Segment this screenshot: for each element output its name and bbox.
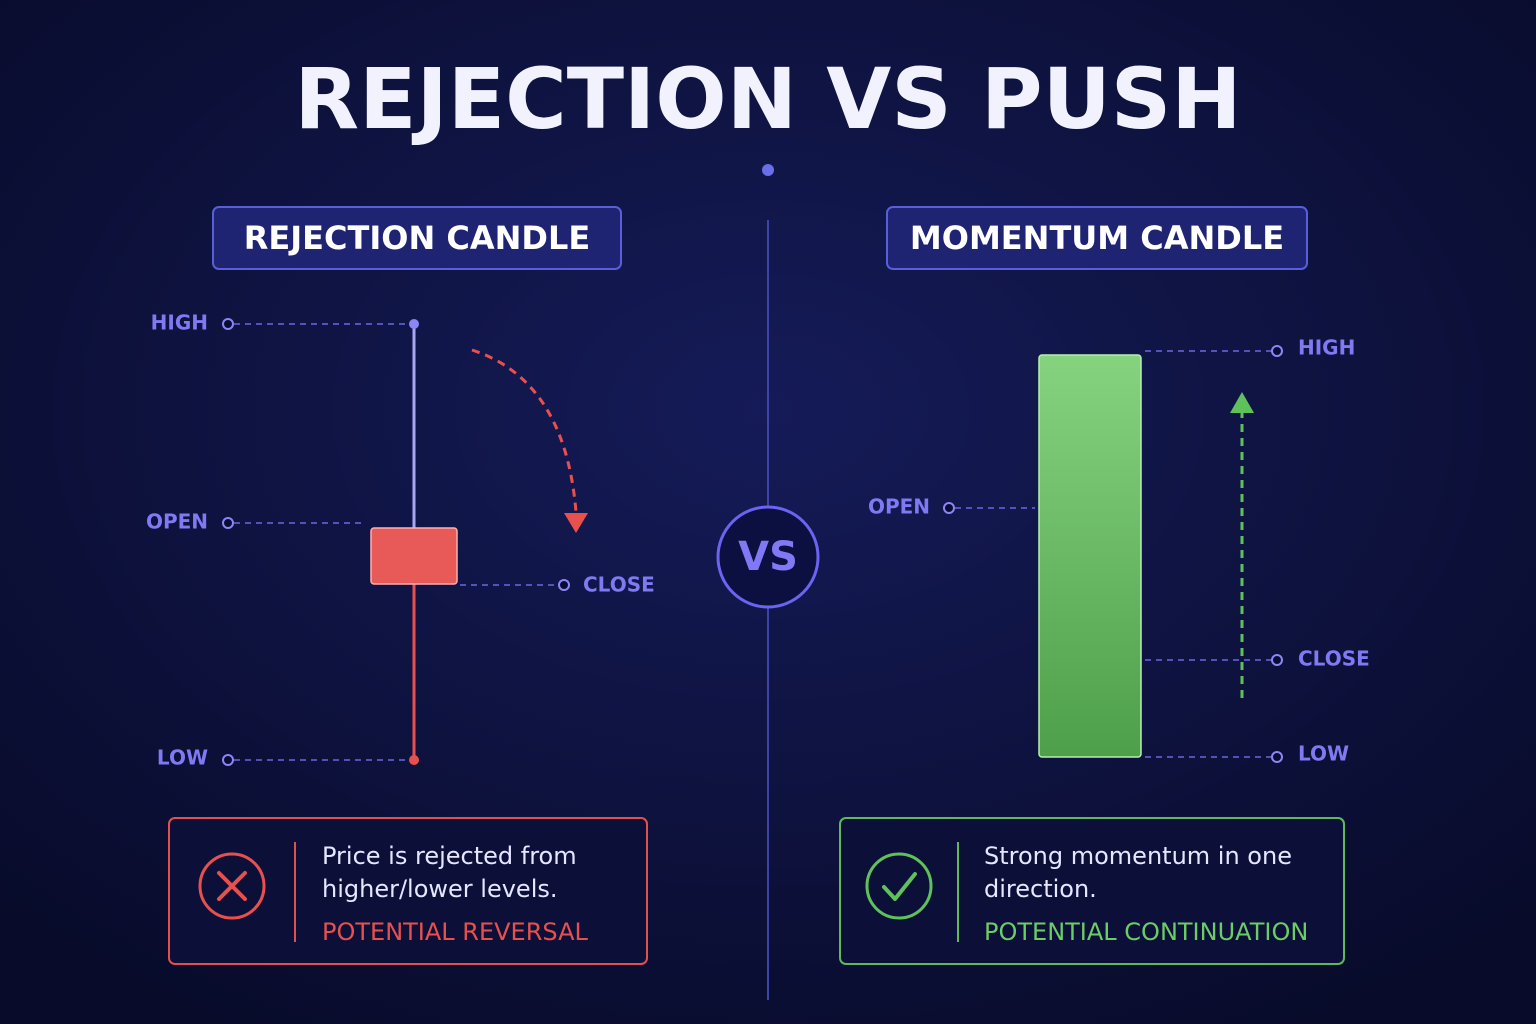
badge-text: REJECTION CANDLE [244, 219, 590, 257]
momentum-candle: HIGH OPEN CLOSE LOW [868, 336, 1370, 766]
down-arrow [471, 348, 578, 513]
x-mark [217, 871, 247, 901]
info-box [839, 817, 1345, 965]
verdict: POTENTIAL REVERSAL [322, 918, 588, 946]
level-label: HIGH [1298, 336, 1355, 360]
candle-body [1038, 354, 1142, 758]
guide-point [222, 754, 234, 766]
high-point [409, 319, 419, 329]
guide-point [943, 502, 955, 514]
level-label: OPEN [146, 510, 208, 534]
check-mark [882, 872, 917, 901]
level-label: CLOSE [1298, 647, 1370, 671]
candle-body [370, 527, 458, 585]
verdict: POTENTIAL CONTINUATION [984, 918, 1308, 946]
level-label: LOW [1298, 742, 1349, 766]
rejection-candle: HIGH OPEN CLOSE LOW [146, 311, 655, 770]
guide-point [1271, 345, 1283, 357]
vs-circle [716, 505, 820, 609]
vs-label: VS [738, 534, 798, 580]
title-dot [762, 164, 774, 176]
title: REJECTION VS PUSH [294, 50, 1241, 148]
level-label: OPEN [868, 495, 930, 519]
badge [212, 206, 622, 270]
description: direction. [984, 875, 1097, 903]
badge-text: MOMENTUM CANDLE [910, 219, 1284, 257]
badge [886, 206, 1308, 270]
check-icon [865, 852, 933, 920]
level-label: HIGH [151, 311, 208, 335]
low-point [409, 755, 419, 765]
description: Strong momentum in one [984, 842, 1292, 870]
arrow-head [564, 513, 588, 533]
info-box [168, 817, 648, 965]
guide-point [1271, 654, 1283, 666]
x-icon [198, 852, 266, 920]
guide-point [222, 318, 234, 330]
description: Price is rejected from [322, 842, 577, 870]
guide-point [222, 517, 234, 529]
arrow-head [1230, 392, 1254, 413]
guide-point [558, 579, 570, 591]
guide-point [1271, 751, 1283, 763]
level-label: CLOSE [583, 573, 655, 597]
description: higher/lower levels. [322, 875, 558, 903]
level-label: LOW [157, 746, 208, 770]
